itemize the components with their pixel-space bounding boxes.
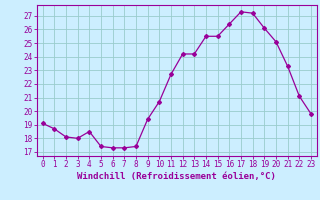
- X-axis label: Windchill (Refroidissement éolien,°C): Windchill (Refroidissement éolien,°C): [77, 172, 276, 181]
